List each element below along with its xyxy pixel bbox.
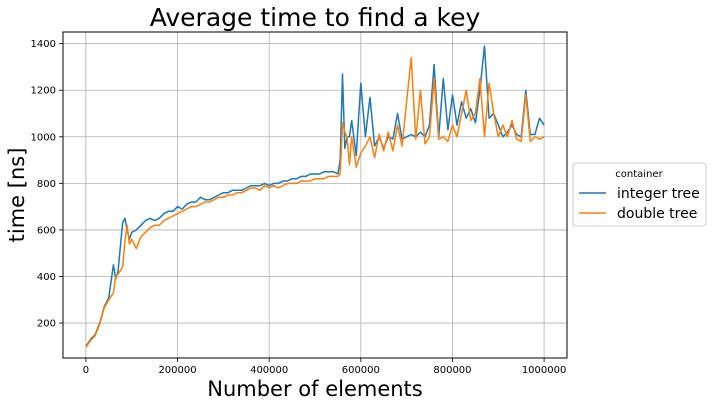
y-tick-label: 600 xyxy=(37,225,56,236)
plot-area xyxy=(62,31,568,359)
y-tick-label: 1400 xyxy=(31,39,56,50)
series-lines xyxy=(85,45,545,348)
y-tick-label: 1200 xyxy=(31,86,56,97)
y-tick-label: 400 xyxy=(37,272,56,283)
chart-title: Average time to find a key xyxy=(150,3,481,32)
x-tick-label: 800000 xyxy=(433,365,471,376)
series-line-double-tree xyxy=(85,56,545,348)
axis-ticks: 0 200000 400000 600000 800000 1000000 200 400 60… xyxy=(31,39,567,376)
y-tick-label: 800 xyxy=(37,179,56,190)
x-axis-label: Number of elements xyxy=(207,377,423,401)
legend-box xyxy=(572,162,707,227)
legend-label-integer-tree: integer tree xyxy=(617,186,700,202)
y-axis-label: time [ns] xyxy=(5,148,29,243)
x-tick-label: 600000 xyxy=(342,365,380,376)
grid xyxy=(63,32,567,358)
legend: container integer tree double tree xyxy=(572,162,707,227)
x-tick-label: 1000000 xyxy=(522,365,567,376)
series-line-integer-tree xyxy=(85,45,545,347)
legend-label-double-tree: double tree xyxy=(617,206,697,222)
y-tick-label: 200 xyxy=(37,319,56,330)
x-tick-label: 200000 xyxy=(158,365,196,376)
legend-title: container xyxy=(615,169,663,180)
x-tick-label: 0 xyxy=(83,365,89,376)
y-tick-label: 1000 xyxy=(31,132,56,143)
x-tick-label: 400000 xyxy=(250,365,288,376)
